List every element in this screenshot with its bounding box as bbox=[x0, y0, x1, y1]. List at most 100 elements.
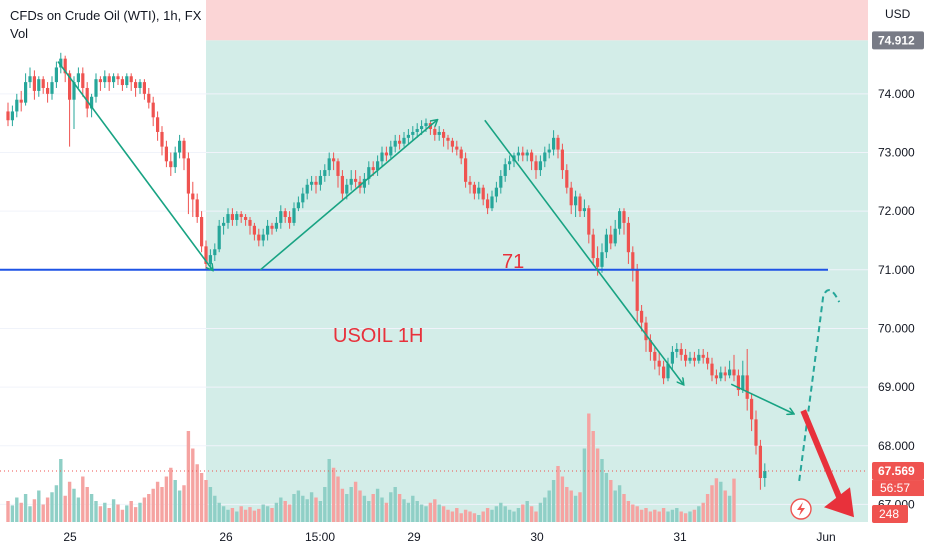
candle-body bbox=[222, 222, 226, 226]
volume-legend: Vol bbox=[10, 26, 29, 41]
volume-bar bbox=[719, 481, 723, 522]
candle-body bbox=[552, 137, 556, 150]
candle-body bbox=[411, 131, 415, 135]
volume-bar bbox=[274, 502, 279, 522]
volume-bar bbox=[331, 467, 336, 522]
candle-body bbox=[569, 187, 573, 206]
candle-body bbox=[301, 193, 305, 203]
currency-label: USD bbox=[885, 7, 911, 21]
candle-body bbox=[706, 357, 710, 364]
volume-bar bbox=[160, 487, 164, 522]
volume-bar bbox=[204, 480, 208, 522]
volume-bar bbox=[688, 511, 692, 522]
candle-body bbox=[644, 322, 648, 341]
candle-body bbox=[688, 357, 692, 361]
volume-bar bbox=[499, 502, 503, 522]
candle-body bbox=[257, 234, 261, 241]
candle-body bbox=[666, 363, 670, 379]
candle-body bbox=[296, 202, 300, 209]
candle-body bbox=[547, 149, 551, 153]
volume-bar bbox=[292, 494, 296, 522]
volume-bar bbox=[481, 511, 485, 522]
volume-bar bbox=[437, 504, 441, 522]
volume-bar bbox=[551, 480, 556, 522]
candle-body bbox=[459, 149, 463, 159]
candle-body bbox=[186, 158, 190, 194]
candle-body bbox=[156, 117, 160, 132]
volume-bar bbox=[406, 502, 411, 522]
volume-bar bbox=[309, 492, 314, 522]
candle-body bbox=[618, 211, 622, 229]
volume-bar bbox=[411, 495, 415, 522]
candle-body bbox=[252, 225, 256, 235]
volume-bar bbox=[631, 504, 635, 522]
volume-bar bbox=[600, 459, 604, 522]
candle-body bbox=[719, 372, 723, 379]
candle-body bbox=[182, 140, 186, 159]
volume-bar bbox=[252, 510, 257, 522]
candle-body bbox=[380, 152, 384, 162]
volume-bar bbox=[76, 497, 81, 522]
volume-bar bbox=[582, 448, 587, 522]
candle-body bbox=[32, 76, 36, 91]
volume-bar bbox=[675, 508, 679, 522]
candle-body bbox=[208, 255, 212, 264]
volume-bar bbox=[287, 504, 292, 522]
candle-body bbox=[244, 217, 248, 220]
volume-bar bbox=[587, 413, 591, 522]
volume-bar bbox=[155, 481, 160, 522]
volume-bar bbox=[248, 507, 252, 522]
volume-bar bbox=[37, 490, 41, 522]
candle-body bbox=[763, 470, 767, 479]
volume-bar bbox=[661, 508, 666, 522]
volume-bar bbox=[485, 508, 490, 522]
candle-body bbox=[442, 131, 446, 138]
volume-bar bbox=[393, 487, 397, 522]
candle-body bbox=[389, 146, 393, 156]
price-axis[interactable]: USD 74.000 73.000 72.000 71.000 70.000 69.000 6… bbox=[868, 0, 932, 550]
chart-title: CFDs on Crude Oil (WTI), 1h, FX bbox=[10, 8, 202, 23]
volume-bar bbox=[138, 502, 142, 522]
volume-bar bbox=[15, 497, 19, 522]
volume-bar bbox=[340, 488, 345, 522]
candle-body bbox=[283, 211, 287, 218]
volume-bar bbox=[648, 511, 653, 522]
candle-body bbox=[406, 134, 410, 138]
price-tick-label: 68.000 bbox=[878, 439, 915, 453]
volume-bar bbox=[235, 511, 239, 522]
volume-bar bbox=[433, 499, 437, 522]
volume-bar bbox=[270, 508, 274, 522]
volume-bar bbox=[257, 508, 261, 522]
candle-body bbox=[433, 129, 437, 135]
candle-body bbox=[420, 126, 424, 130]
candle-body bbox=[538, 161, 542, 171]
volume-bar bbox=[59, 459, 63, 522]
candle-body bbox=[213, 249, 217, 256]
time-axis[interactable]: 25 26 15:00 29 30 31 Jun bbox=[0, 524, 932, 550]
candle-body bbox=[19, 99, 23, 103]
candle-body bbox=[345, 184, 349, 194]
candle-body bbox=[437, 131, 441, 135]
candle-body bbox=[745, 375, 749, 399]
volume-bar bbox=[472, 513, 477, 522]
price-tick-label: 73.000 bbox=[878, 145, 915, 159]
candle-body bbox=[200, 217, 204, 247]
volume-bar bbox=[226, 509, 230, 522]
position-zones bbox=[206, 0, 868, 523]
candle-body bbox=[235, 214, 239, 220]
volume-bar bbox=[666, 511, 670, 522]
candle-body bbox=[327, 158, 331, 171]
volume-bar bbox=[639, 509, 644, 522]
candle-body bbox=[596, 258, 600, 267]
volume-bar bbox=[573, 495, 578, 522]
candle-body bbox=[305, 184, 309, 194]
volume-bar bbox=[622, 494, 626, 522]
candle-body bbox=[261, 234, 265, 241]
candle-body bbox=[587, 208, 591, 235]
volume-label-bg bbox=[872, 505, 908, 523]
time-tick-label: 26 bbox=[219, 530, 233, 544]
volume-bar bbox=[6, 501, 10, 522]
volume-bar bbox=[182, 485, 186, 522]
volume-bar bbox=[50, 492, 54, 522]
